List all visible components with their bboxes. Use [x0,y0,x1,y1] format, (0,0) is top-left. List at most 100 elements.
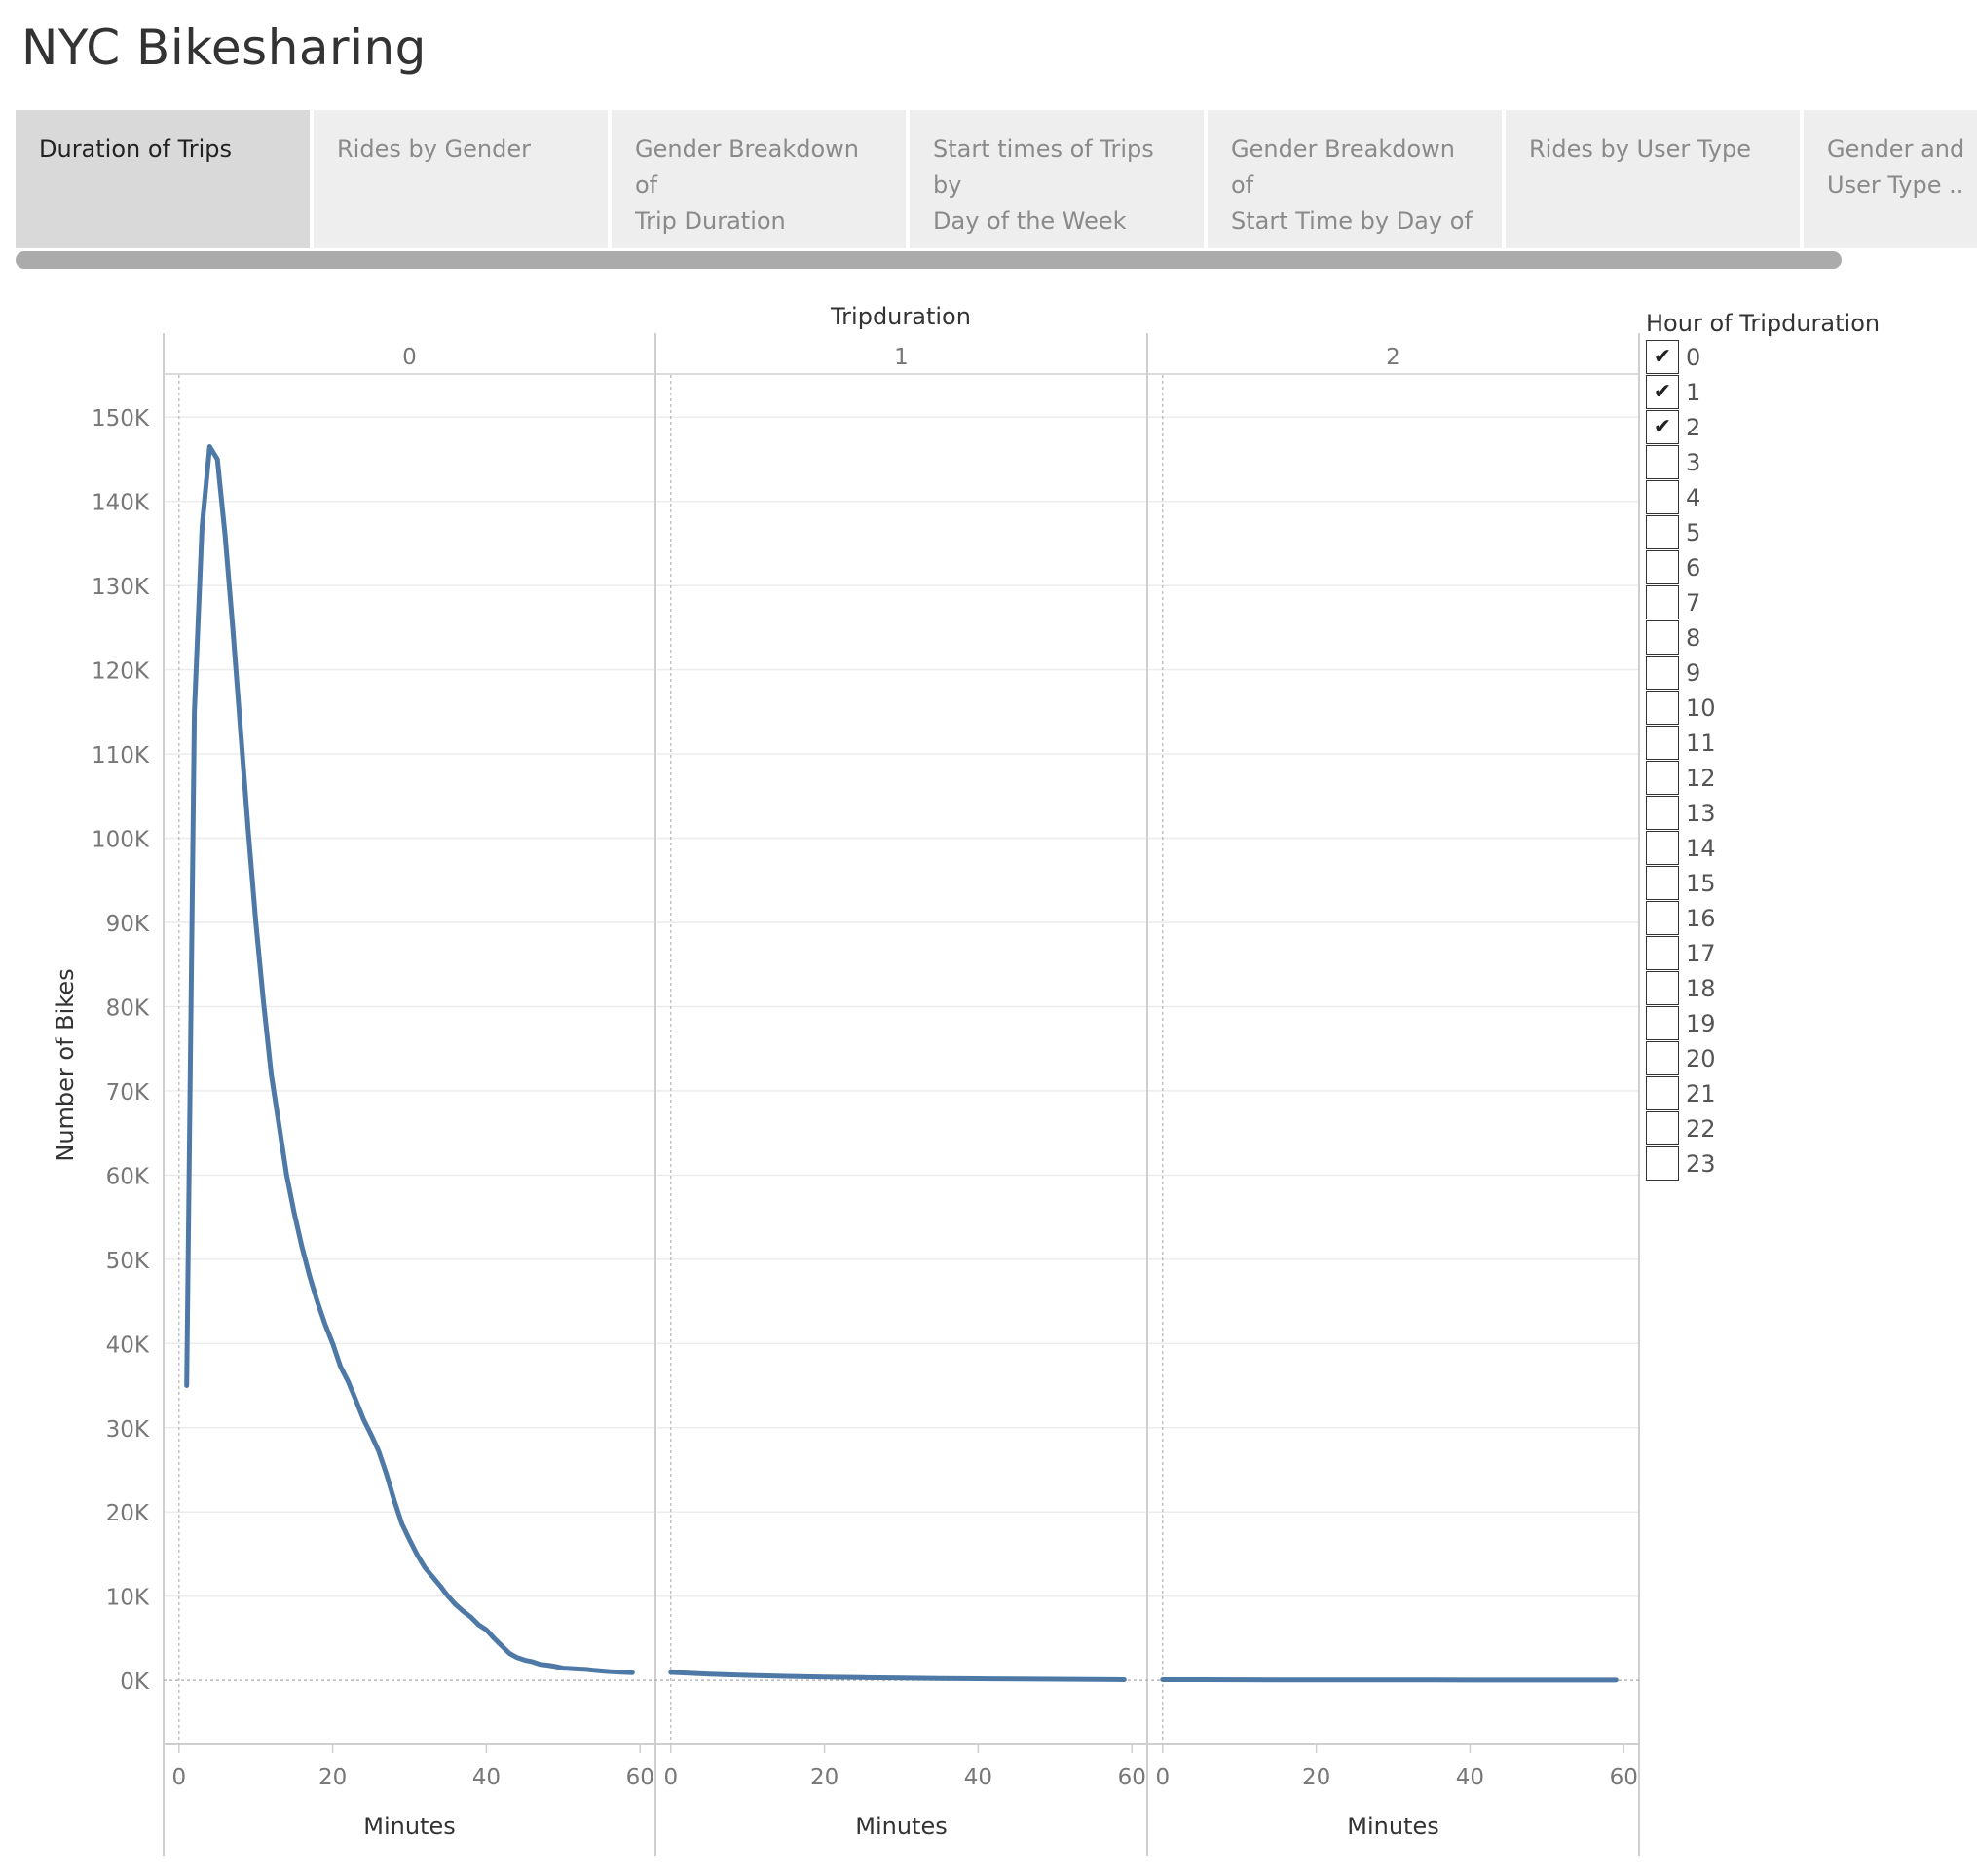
legend-item[interactable]: ✔ 0 [1646,340,1958,375]
legend-item[interactable]: 13 [1646,796,1958,831]
checkbox-icon[interactable] [1646,550,1679,584]
legend-item[interactable]: 12 [1646,761,1958,796]
y-tick-label: 150K [92,406,150,431]
checkbox-icon[interactable] [1646,445,1679,479]
y-tick-label: 50K [106,1249,150,1274]
tab-2[interactable]: Rides by Gender [314,110,608,248]
panel-header-label: 0 [402,345,417,370]
legend-item-label: 5 [1686,519,1701,546]
checkbox-icon[interactable] [1646,866,1679,900]
checkbox-icon[interactable] [1646,1006,1679,1040]
legend-item[interactable]: 16 [1646,901,1958,936]
checkbox-icon[interactable] [1646,585,1679,619]
x-tick-label: 0 [171,1765,186,1790]
legend-item[interactable]: 23 [1646,1146,1958,1182]
checkbox-icon[interactable] [1646,515,1679,549]
checkbox-icon[interactable] [1646,1076,1679,1110]
legend-item[interactable]: 18 [1646,971,1958,1006]
page-title: NYC Bikesharing [21,19,427,76]
checkbox-icon[interactable] [1646,620,1679,655]
legend-item-label: 3 [1686,449,1701,476]
legend-item[interactable]: 17 [1646,936,1958,971]
legend-item[interactable]: 4 [1646,480,1958,515]
tab-5[interactable]: Gender Breakdown of Start Time by Day of … [1208,110,1502,248]
tab-4[interactable]: Start times of Trips by Day of the Week [910,110,1204,248]
checkbox-icon[interactable] [1646,1146,1679,1181]
hour-filter-legend: Hour of Tripduration ✔ 0 ✔ 1 ✔ 2 3 4 5 6 7 8 9 10 11 12… [1646,307,1958,1182]
legend-item[interactable]: ✔ 2 [1646,410,1958,445]
legend-item-label: 22 [1686,1115,1716,1143]
checkbox-icon[interactable] [1646,796,1679,830]
series-line-panel-0 [184,444,635,1675]
tab-label-line1: Gender Breakdown of [1231,135,1456,199]
y-tick-label: 0K [120,1670,150,1695]
legend-item-label: 7 [1686,589,1701,617]
legend-item[interactable]: 19 [1646,1006,1958,1041]
legend-item-label: 9 [1686,659,1701,687]
y-axis-title: Number of Bikes [52,968,79,1161]
checkbox-checked-icon[interactable]: ✔ [1646,340,1679,374]
legend-item-label: 16 [1686,905,1716,932]
tab-7[interactable]: Gender and User Type .. [1804,110,1977,248]
legend-item[interactable]: 10 [1646,691,1958,726]
legend-item-label: 1 [1686,379,1701,406]
checkbox-icon[interactable] [1646,761,1679,795]
x-tick-label: 60 [1610,1765,1638,1790]
tab-label-line1: Gender and [1827,135,1965,163]
legend-item[interactable]: 11 [1646,726,1958,761]
legend-item-label: 13 [1686,800,1716,827]
legend-item-label: 8 [1686,624,1701,652]
y-tick-label: 20K [106,1501,150,1526]
checkbox-icon[interactable] [1646,656,1679,690]
legend-item[interactable]: 9 [1646,656,1958,691]
legend-item[interactable]: 22 [1646,1111,1958,1146]
tab-scrollbar[interactable] [16,251,1842,269]
checkbox-icon[interactable] [1646,691,1679,725]
legend-item[interactable]: 21 [1646,1076,1958,1111]
checkbox-icon[interactable] [1646,480,1679,514]
tab-label-line2: Trip Duration [635,207,786,235]
checkbox-icon[interactable] [1646,1111,1679,1145]
legend-item[interactable]: 3 [1646,445,1958,480]
checkbox-checked-icon[interactable]: ✔ [1646,410,1679,444]
y-tick-label: 110K [92,743,150,769]
checkbox-icon[interactable] [1646,971,1679,1005]
legend-item-label: 14 [1686,835,1716,862]
legend-item[interactable]: 15 [1646,866,1958,901]
tab-6[interactable]: Rides by User Type [1506,110,1800,248]
checkbox-checked-icon[interactable]: ✔ [1646,375,1679,409]
tab-3[interactable]: Gender Breakdown of Trip Duration [612,110,906,248]
x-tick-label: 20 [1302,1765,1330,1790]
panel-header-label: 2 [1386,345,1400,370]
legend-item-label: 20 [1686,1045,1716,1072]
legend-item[interactable]: 20 [1646,1041,1958,1076]
legend-item-label: 11 [1686,730,1716,757]
x-tick-label: 0 [663,1765,678,1790]
checkbox-icon[interactable] [1646,936,1679,970]
legend-item-label: 10 [1686,694,1716,722]
legend-item[interactable]: 5 [1646,515,1958,550]
x-tick-label: 40 [1456,1765,1484,1790]
tab-label-line1: Duration of Trips [39,135,233,163]
legend-item-label: 4 [1686,484,1701,511]
checkbox-icon[interactable] [1646,901,1679,935]
tab-label-line2: User Type .. [1827,171,1964,199]
y-tick-label: 120K [92,659,150,685]
legend-item[interactable]: 8 [1646,620,1958,656]
legend-item[interactable]: 7 [1646,585,1958,620]
tab-1[interactable]: Duration of Trips [16,110,310,248]
legend-item-label: 17 [1686,940,1716,967]
checkbox-icon[interactable] [1646,831,1679,865]
tab-label-line1: Rides by Gender [337,135,531,163]
y-tick-label: 40K [106,1332,150,1358]
legend-item[interactable]: 14 [1646,831,1958,866]
y-tick-label: 130K [92,575,150,600]
checkbox-icon[interactable] [1646,726,1679,760]
checkbox-icon[interactable] [1646,1041,1679,1075]
legend-item[interactable]: 6 [1646,550,1958,585]
legend-item[interactable]: ✔ 1 [1646,375,1958,410]
y-tick-label: 70K [106,1080,150,1106]
x-tick-label: 0 [1155,1765,1170,1790]
tab-label-line2: Start Time by Day of t.. [1231,207,1473,248]
